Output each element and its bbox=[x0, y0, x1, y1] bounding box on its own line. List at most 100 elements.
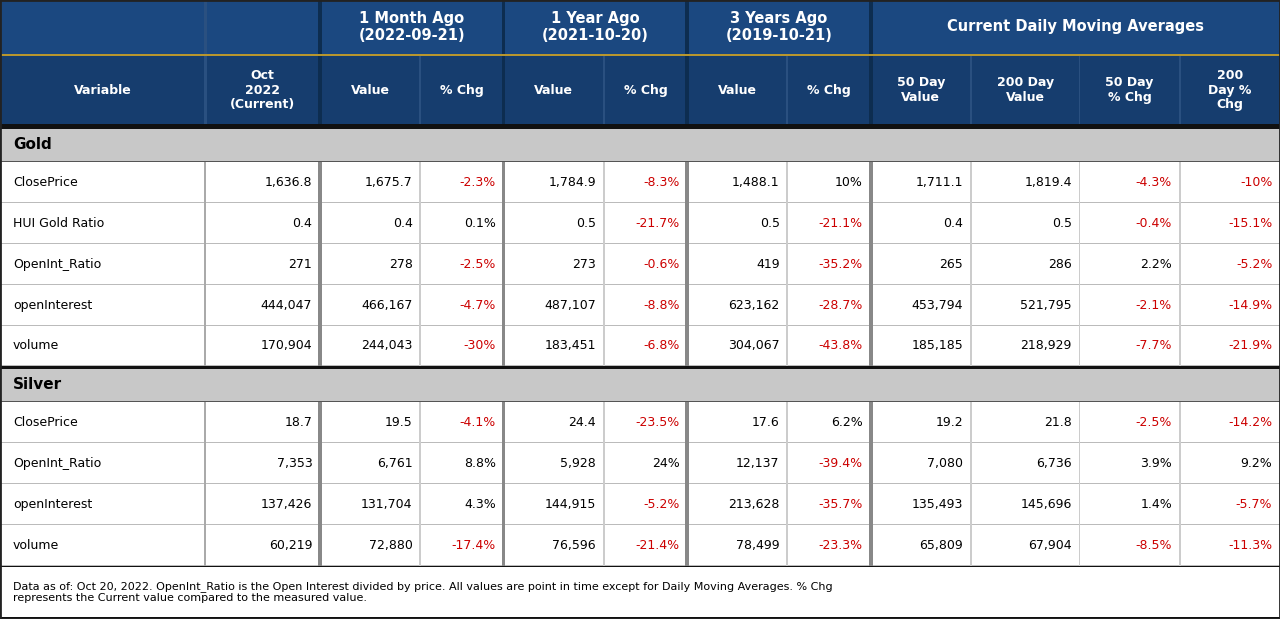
FancyBboxPatch shape bbox=[1179, 203, 1180, 244]
Text: 278: 278 bbox=[389, 258, 412, 271]
Text: -21.4%: -21.4% bbox=[635, 539, 680, 552]
Text: 1.4%: 1.4% bbox=[1140, 498, 1172, 511]
Text: 135,493: 135,493 bbox=[911, 498, 963, 511]
FancyBboxPatch shape bbox=[1179, 443, 1180, 484]
FancyBboxPatch shape bbox=[420, 326, 421, 366]
FancyBboxPatch shape bbox=[869, 443, 873, 484]
Text: -30%: -30% bbox=[463, 339, 495, 352]
FancyBboxPatch shape bbox=[685, 443, 689, 484]
FancyBboxPatch shape bbox=[603, 484, 604, 525]
FancyBboxPatch shape bbox=[502, 443, 506, 484]
Text: 4.3%: 4.3% bbox=[465, 498, 495, 511]
FancyBboxPatch shape bbox=[420, 484, 421, 525]
Text: -23.3%: -23.3% bbox=[819, 539, 863, 552]
FancyBboxPatch shape bbox=[1179, 285, 1180, 326]
FancyBboxPatch shape bbox=[502, 0, 506, 56]
Text: 19.5: 19.5 bbox=[385, 416, 412, 429]
FancyBboxPatch shape bbox=[869, 203, 873, 244]
FancyBboxPatch shape bbox=[317, 402, 323, 443]
Text: 137,426: 137,426 bbox=[261, 498, 312, 511]
FancyBboxPatch shape bbox=[0, 54, 1280, 56]
FancyBboxPatch shape bbox=[502, 402, 506, 443]
Text: -35.7%: -35.7% bbox=[819, 498, 863, 511]
FancyBboxPatch shape bbox=[1179, 402, 1180, 443]
FancyBboxPatch shape bbox=[1179, 162, 1180, 203]
Text: 0.5: 0.5 bbox=[759, 217, 780, 230]
Text: 72,880: 72,880 bbox=[369, 539, 412, 552]
FancyBboxPatch shape bbox=[786, 162, 788, 203]
FancyBboxPatch shape bbox=[420, 443, 421, 484]
Text: 24.4: 24.4 bbox=[568, 416, 596, 429]
FancyBboxPatch shape bbox=[0, 566, 1280, 619]
FancyBboxPatch shape bbox=[970, 56, 972, 126]
Text: Silver: Silver bbox=[13, 377, 61, 392]
Text: 78,499: 78,499 bbox=[736, 539, 780, 552]
Text: 6.2%: 6.2% bbox=[831, 416, 863, 429]
FancyBboxPatch shape bbox=[0, 326, 1280, 366]
Text: 1,784.9: 1,784.9 bbox=[548, 176, 596, 189]
FancyBboxPatch shape bbox=[0, 442, 1280, 443]
Text: -2.3%: -2.3% bbox=[460, 176, 495, 189]
FancyBboxPatch shape bbox=[0, 243, 1280, 244]
FancyBboxPatch shape bbox=[970, 402, 972, 443]
Text: Gold: Gold bbox=[13, 137, 51, 152]
FancyBboxPatch shape bbox=[869, 525, 873, 566]
FancyBboxPatch shape bbox=[0, 565, 1280, 566]
Text: -43.8%: -43.8% bbox=[819, 339, 863, 352]
FancyBboxPatch shape bbox=[1079, 525, 1080, 566]
Text: 2.2%: 2.2% bbox=[1140, 258, 1172, 271]
Text: 623,162: 623,162 bbox=[728, 298, 780, 311]
FancyBboxPatch shape bbox=[685, 203, 689, 244]
Text: 1,675.7: 1,675.7 bbox=[365, 176, 412, 189]
FancyBboxPatch shape bbox=[0, 285, 1280, 326]
FancyBboxPatch shape bbox=[0, 443, 1280, 484]
Text: -0.6%: -0.6% bbox=[643, 258, 680, 271]
FancyBboxPatch shape bbox=[1079, 56, 1080, 126]
Text: 7,080: 7,080 bbox=[927, 457, 963, 470]
Text: 3.9%: 3.9% bbox=[1140, 457, 1172, 470]
Text: 67,904: 67,904 bbox=[1028, 539, 1071, 552]
Text: Variable: Variable bbox=[74, 84, 132, 97]
FancyBboxPatch shape bbox=[0, 324, 1280, 326]
FancyBboxPatch shape bbox=[603, 56, 604, 126]
Text: -2.5%: -2.5% bbox=[1135, 416, 1172, 429]
Text: 0.4: 0.4 bbox=[292, 217, 312, 230]
Text: 60,219: 60,219 bbox=[269, 539, 312, 552]
FancyBboxPatch shape bbox=[0, 566, 1280, 568]
FancyBboxPatch shape bbox=[205, 285, 206, 326]
FancyBboxPatch shape bbox=[205, 402, 206, 443]
FancyBboxPatch shape bbox=[205, 443, 206, 484]
FancyBboxPatch shape bbox=[502, 484, 506, 525]
Text: -21.7%: -21.7% bbox=[635, 217, 680, 230]
FancyBboxPatch shape bbox=[502, 203, 506, 244]
FancyBboxPatch shape bbox=[420, 56, 421, 126]
FancyBboxPatch shape bbox=[786, 244, 788, 285]
FancyBboxPatch shape bbox=[603, 525, 604, 566]
Text: 183,451: 183,451 bbox=[544, 339, 596, 352]
FancyBboxPatch shape bbox=[869, 285, 873, 326]
FancyBboxPatch shape bbox=[204, 0, 206, 56]
FancyBboxPatch shape bbox=[603, 244, 604, 285]
FancyBboxPatch shape bbox=[1179, 525, 1180, 566]
FancyBboxPatch shape bbox=[685, 244, 689, 285]
Text: -28.7%: -28.7% bbox=[819, 298, 863, 311]
Text: 0.5: 0.5 bbox=[1052, 217, 1071, 230]
Text: 6,736: 6,736 bbox=[1037, 457, 1071, 470]
Text: -8.3%: -8.3% bbox=[643, 176, 680, 189]
FancyBboxPatch shape bbox=[0, 366, 1280, 369]
FancyBboxPatch shape bbox=[502, 525, 506, 566]
FancyBboxPatch shape bbox=[970, 525, 972, 566]
FancyBboxPatch shape bbox=[317, 326, 323, 366]
FancyBboxPatch shape bbox=[603, 162, 604, 203]
FancyBboxPatch shape bbox=[1079, 203, 1080, 244]
FancyBboxPatch shape bbox=[0, 483, 1280, 484]
FancyBboxPatch shape bbox=[970, 244, 972, 285]
Text: -6.8%: -6.8% bbox=[643, 339, 680, 352]
FancyBboxPatch shape bbox=[0, 284, 1280, 285]
Text: 9.2%: 9.2% bbox=[1240, 457, 1272, 470]
FancyBboxPatch shape bbox=[970, 484, 972, 525]
FancyBboxPatch shape bbox=[0, 401, 1280, 402]
FancyBboxPatch shape bbox=[502, 0, 506, 56]
FancyBboxPatch shape bbox=[502, 162, 506, 203]
Text: -21.1%: -21.1% bbox=[819, 217, 863, 230]
